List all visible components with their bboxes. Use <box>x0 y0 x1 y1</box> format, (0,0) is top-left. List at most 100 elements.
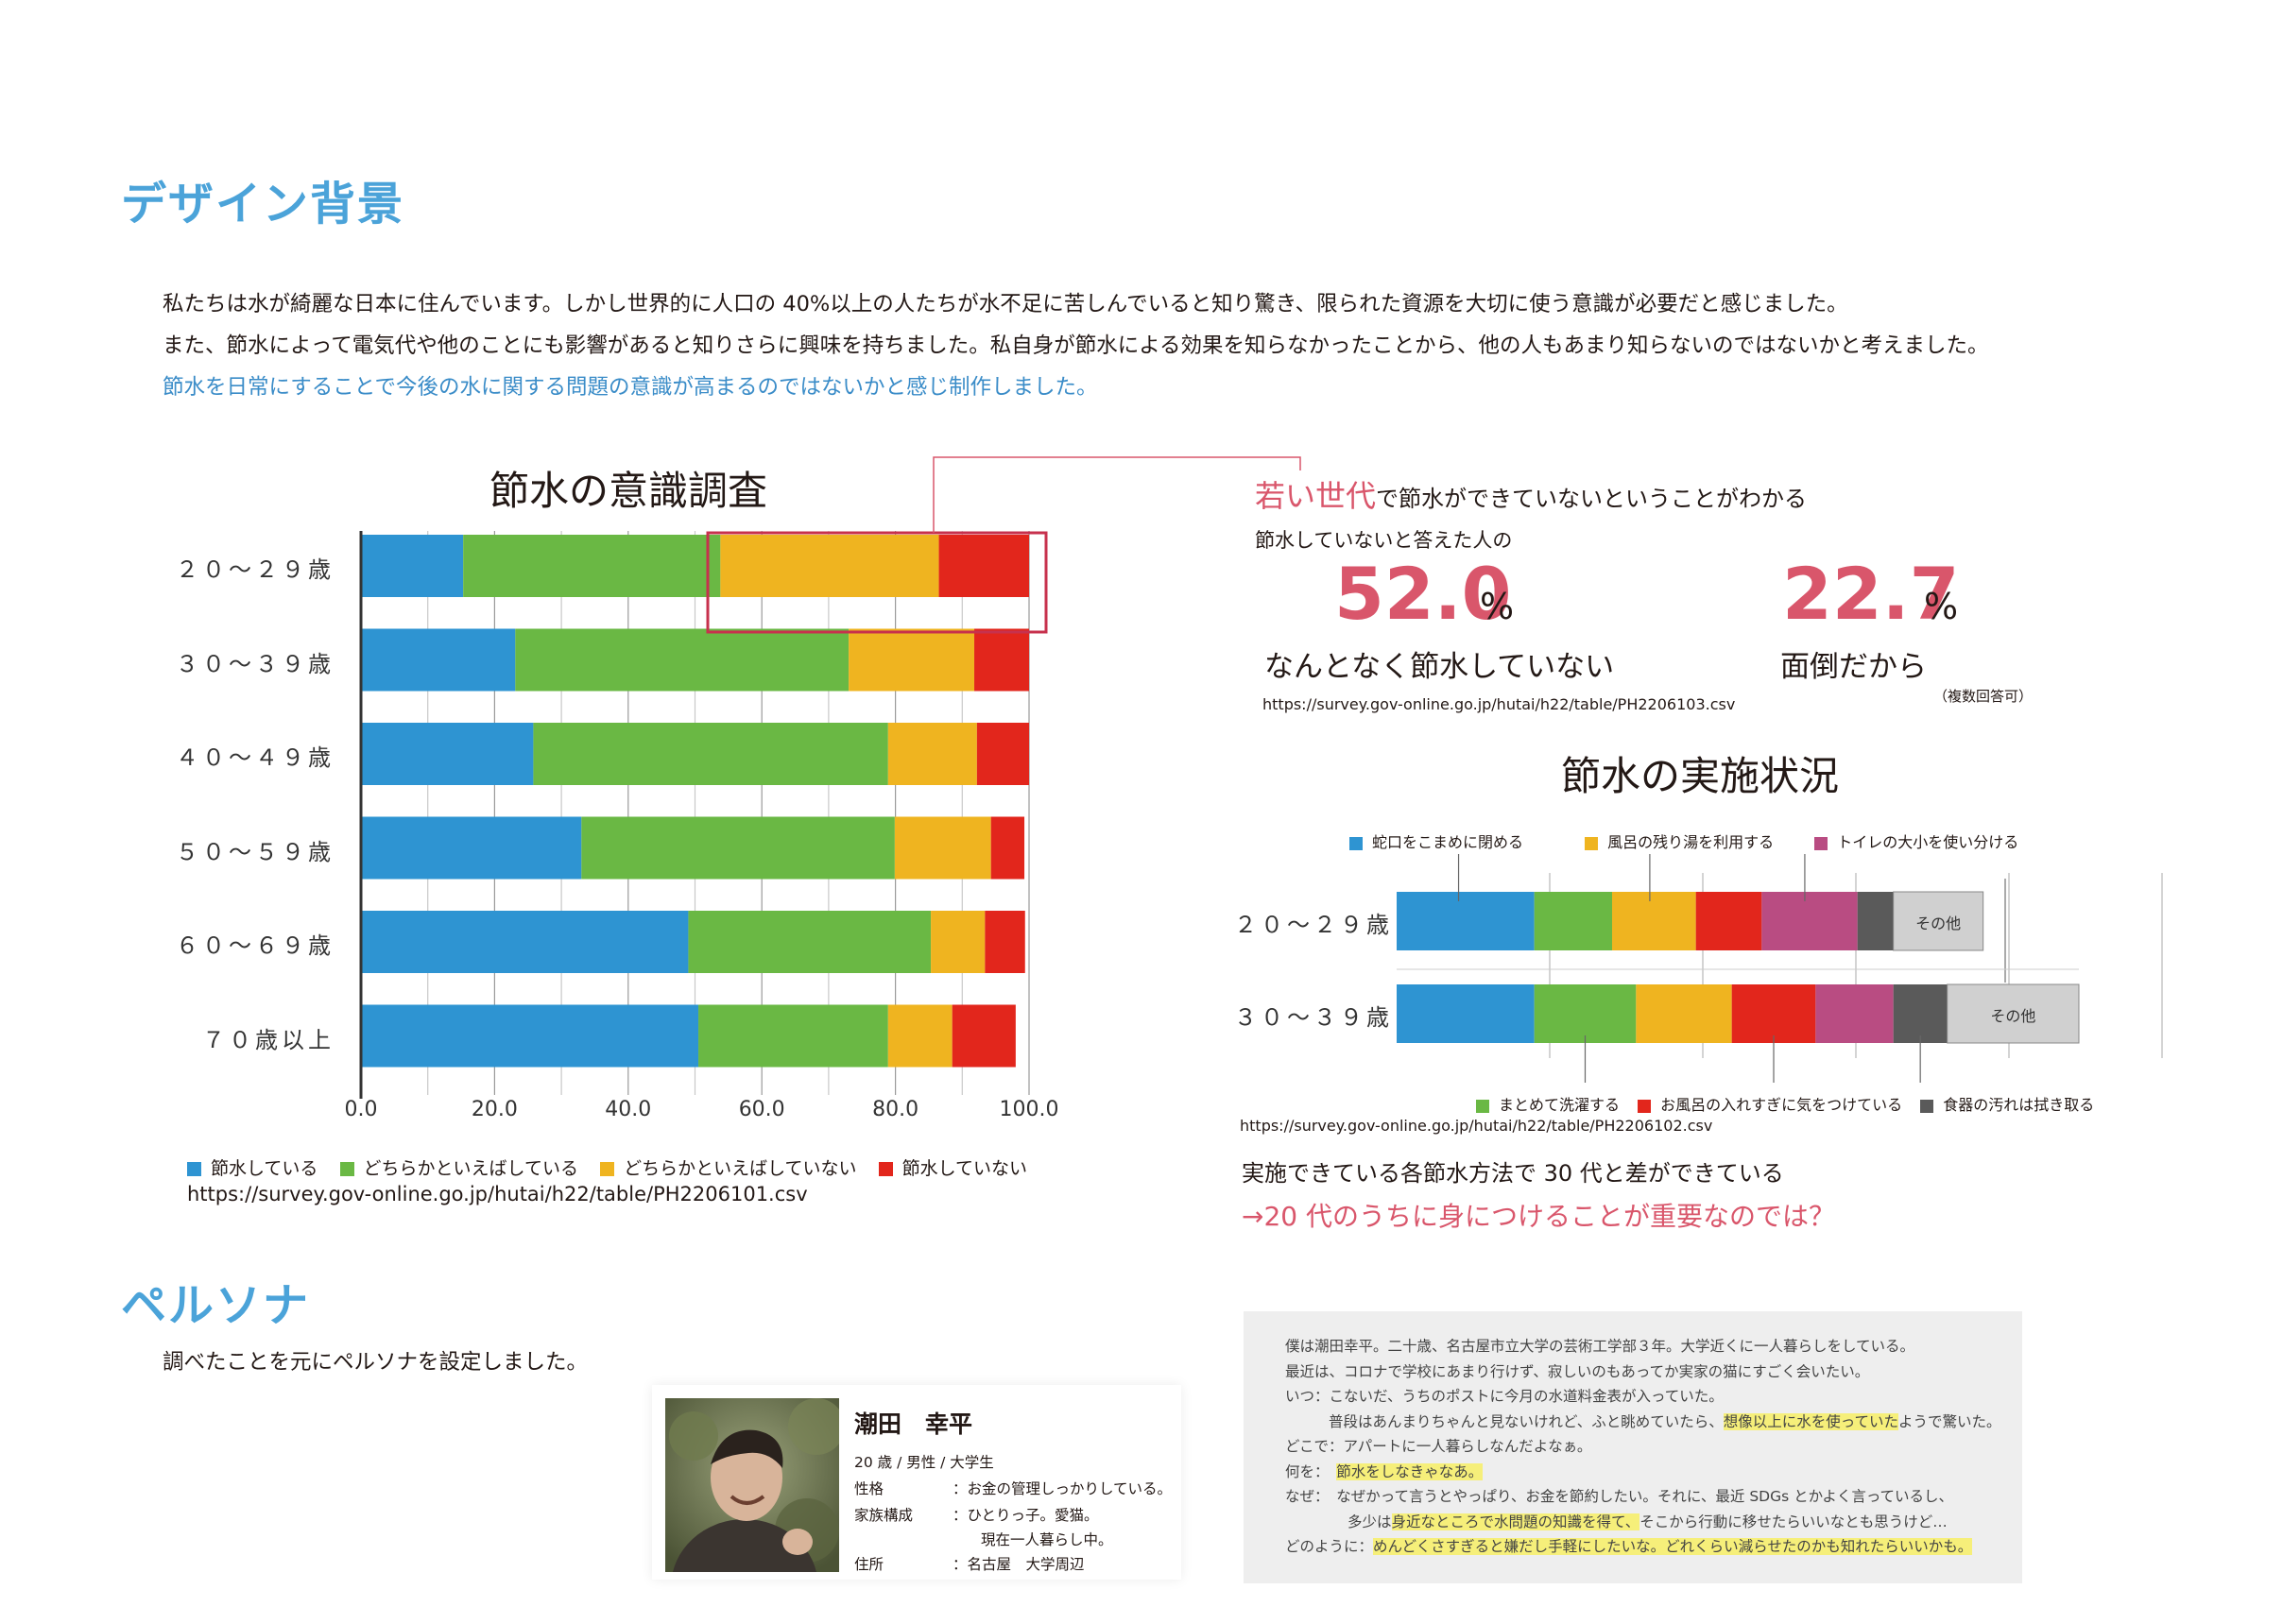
chart2-bar-segment <box>1815 984 1894 1043</box>
legend-label: 食器の汚れは拭き取る <box>1943 1096 2095 1114</box>
persona-intro: 調べたことを元にペルソナを設定しました。 <box>163 1350 589 1375</box>
chart2-bar-segment <box>1857 892 1894 950</box>
story-text-part: 普段はあんまりちゃんと見ないけれど、ふと眺めていたら、 <box>1329 1412 1724 1430</box>
legend-label: まとめて洗濯する <box>1499 1096 1621 1114</box>
legend-item: 風呂の残り湯を利用する <box>1585 829 1774 852</box>
chart2-y-tick-label: ３０～３９歳 <box>1234 1004 1393 1031</box>
chart1-y-tick-label: ７０歳以上 <box>202 1026 335 1053</box>
chart1-y-tick-label: ４０～４９歳 <box>176 744 335 771</box>
chart2-bar-segment <box>1534 892 1612 950</box>
chart1-x-tick-label: 60.0 <box>738 1098 785 1121</box>
legend-swatch <box>1585 836 1599 850</box>
chart1-legend: 節水している どちらかといえばしている どちらかといえばしていない 節水していな… <box>187 1154 1044 1180</box>
stat1-unit: % <box>1480 586 1515 627</box>
chart2-other-label: その他 <box>1990 1007 2036 1025</box>
legend-label: 節水していない <box>901 1158 1028 1179</box>
stat1-value: 52.0 <box>1334 552 1512 636</box>
persona-card: 潮田 幸平 20 歳 / 男性 / 大学生 性格 ：お金の管理しっかりしている。… <box>652 1385 1181 1580</box>
chart1-bar-segment <box>990 816 1025 880</box>
story-text-part: ようで驚いた。 <box>1897 1412 2001 1430</box>
chart1-x-tick-label: 80.0 <box>872 1098 919 1121</box>
legend-label: どちらかといえばしていない <box>624 1158 857 1179</box>
persona-personality-value: ：お金の管理しっかりしている。 <box>953 1480 1173 1497</box>
multi-answer-note: （複数回答可） <box>1933 688 2034 705</box>
story-line: 何を： 節水をしなきゃなあ。 <box>1285 1460 2000 1485</box>
chart1-bar-segment <box>887 1004 953 1068</box>
chart2-title: 節水の実施状況 <box>1561 753 1840 799</box>
chart2-bar-segment <box>1893 984 1948 1043</box>
chart2-bar-segment <box>1731 984 1816 1043</box>
chart2-bar-segment <box>1397 984 1535 1043</box>
story-text-part: どのように： <box>1285 1538 1374 1555</box>
chart1-bar-segment <box>688 911 932 973</box>
chart1-title: 節水の意識調査 <box>489 468 768 514</box>
legend-item: どちらかといえばしていない <box>600 1154 857 1180</box>
legend-label: お風呂の入れすぎに気をつけている <box>1660 1096 1903 1114</box>
chart1-bar-segment <box>361 535 464 597</box>
chart2-conclusion-1: 実施できている各節水方法で 30 代と差ができている <box>1242 1160 1784 1187</box>
legend-item: お風呂の入れすぎに気をつけている <box>1638 1092 1902 1115</box>
persona-photo <box>665 1398 839 1572</box>
chart1-highlight-connector <box>933 456 1301 533</box>
chart1-bar-segment <box>974 628 1029 692</box>
chart2-legend-bottom: まとめて洗濯する お風呂の入れすぎに気をつけている 食器の汚れは拭き取る <box>1476 1092 2111 1115</box>
insight-subtitle: 節水していないと答えた人の <box>1255 529 1513 552</box>
chart1-y-tick-label: ３０～３９歳 <box>176 650 335 677</box>
story-line: いつ：こないだ、うちのポストに今月の水道料金表が入っていた。 <box>1285 1388 1724 1405</box>
insight-headline: 若い世代で節水ができていないということがわかる <box>1255 472 1807 516</box>
persona-family-key: 家族構成 <box>854 1507 914 1524</box>
persona-name: 潮田 幸平 <box>854 1410 973 1438</box>
legend-swatch <box>1476 1099 1489 1113</box>
legend-label: 風呂の残り湯を利用する <box>1607 833 1775 851</box>
section-title-persona: ペルソナ <box>121 1279 311 1332</box>
chart2-other-label: その他 <box>1915 915 1962 932</box>
background-paragraph-2: また、節水によって電気代や他のことにも影響があると知りさらに興味を持ちました。私… <box>163 333 1989 358</box>
chart2-bar-segment <box>1636 984 1732 1043</box>
legend-item: まとめて洗濯する <box>1476 1092 1620 1115</box>
chart1-bar-segment <box>361 1004 699 1068</box>
legend-item: 節水していない <box>878 1154 1028 1180</box>
chart1-x-tick-label: 20.0 <box>471 1098 518 1121</box>
chart2-source-url: https://survey.gov-online.go.jp/hutai/h2… <box>1240 1117 1713 1135</box>
story-highlight: めんどくさすぎると嫌だし手軽にしたいな。どれくらい減らせたのかも知れたらいいかも… <box>1373 1538 1973 1555</box>
chart1-y-tick-label: ２０～２９歳 <box>176 556 335 583</box>
persona-family-value: ：ひとりっ子。愛猫。 <box>953 1507 1099 1524</box>
persona-address-key: 住所 <box>854 1556 884 1573</box>
chart1-bar-segment <box>361 816 582 880</box>
persona-address-value: ：名古屋 大学周辺 <box>953 1556 1085 1573</box>
chart1-bar-segment <box>894 816 991 880</box>
chart1-y-tick-label: ６０～６９歳 <box>176 932 335 959</box>
chart1-bar-segment <box>887 723 977 785</box>
story-text-part: 何を： <box>1285 1462 1322 1480</box>
legend-item: 節水している <box>187 1154 318 1180</box>
legend-label: 蛇口をこまめに閉める <box>1372 833 1524 851</box>
persona-family-value-2: 現在一人暮らし中。 <box>981 1531 1113 1548</box>
chart2-bar-segment <box>1947 983 2080 1044</box>
legend-swatch-yellow <box>600 1162 615 1176</box>
story-line: 最近は、コロナで学校にあまり行けず、寂しいのもあってか実家の猫にすごく会いたい。 <box>1285 1362 1870 1380</box>
story-line: 僕は潮田幸平。二十歳、名古屋市立大学の芸術工学部３年。大学近くに一人暮らしをして… <box>1285 1338 1915 1355</box>
legend-label: 節水している <box>211 1158 318 1179</box>
chart1-bar-segment <box>581 816 895 880</box>
story-text: 僕は潮田幸平。二十歳、名古屋市立大学の芸術工学部３年。大学近くに一人暮らしをして… <box>1285 1334 2000 1560</box>
chart1-y-tick-label: ５０～５９歳 <box>176 838 335 865</box>
persona-profile: 20 歳 / 男性 / 大学生 <box>854 1454 994 1471</box>
persona-story-box: 僕は潮田幸平。二十歳、名古屋市立大学の芸術工学部３年。大学近くに一人暮らしをして… <box>1244 1311 2022 1583</box>
story-highlight: 節水をしなきゃなあ。 <box>1336 1462 1484 1480</box>
chart2-bar-segment <box>1397 892 1535 950</box>
chart1-x-tick-label: 100.0 <box>999 1098 1059 1121</box>
stat2-unit: % <box>1924 586 1959 627</box>
chart1-bar-segment <box>952 1004 1016 1068</box>
chart1-bar-segment <box>976 723 1029 785</box>
legend-item: 食器の汚れは拭き取る <box>1920 1092 2094 1115</box>
legend-swatch-blue <box>187 1162 201 1176</box>
legend-item: どちらかといえばしている <box>339 1154 578 1180</box>
background-paragraph-1: 私たちは水が綺麗な日本に住んでいます。しかし世界的に人口の 40%以上の人たちが… <box>163 292 1848 316</box>
chart1-bar-segment <box>515 628 850 692</box>
legend-swatch-red <box>878 1162 893 1176</box>
chart1-bar-segment <box>985 911 1025 973</box>
story-line: 多少は身近なところで水問題の知識を得て、そこから行動に移せたらいいなとも思うけど… <box>1285 1510 2000 1535</box>
chart1-bar-segment <box>931 911 986 973</box>
chart1-bar-segment <box>361 723 534 785</box>
